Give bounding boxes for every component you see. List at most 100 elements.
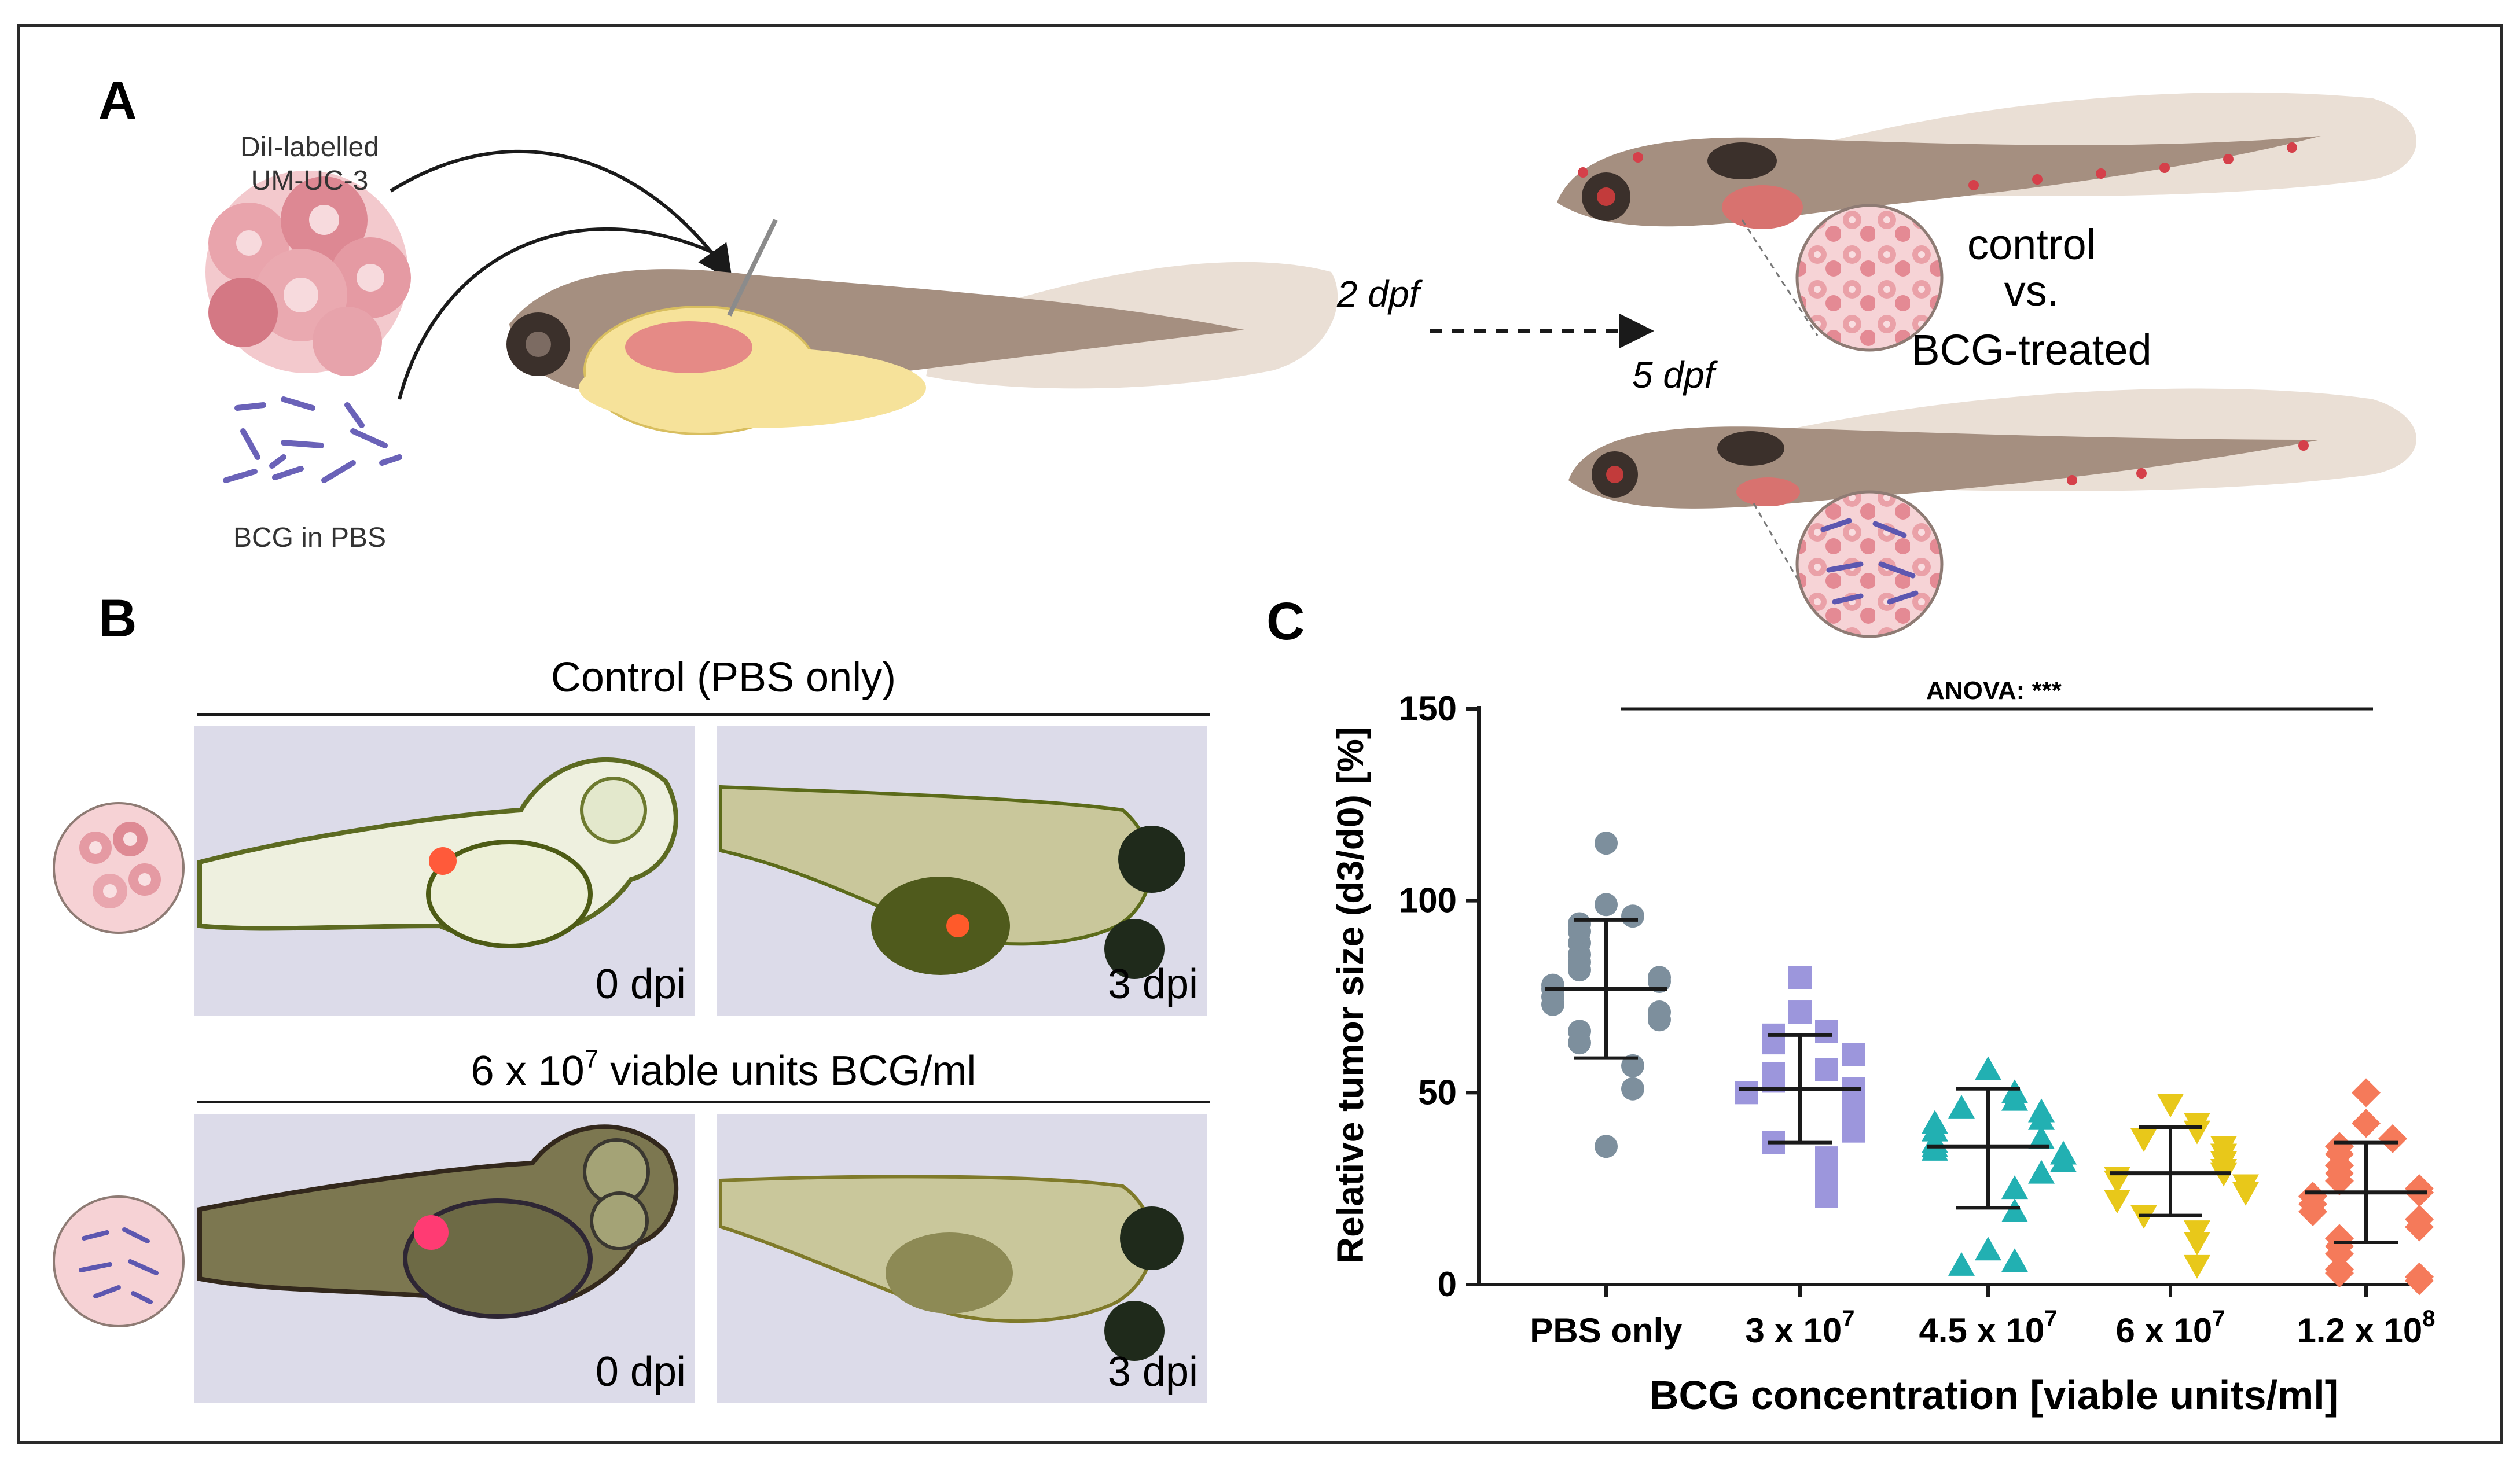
- data-point: [1842, 1119, 1865, 1143]
- data-point: [2028, 1125, 2055, 1149]
- panel-b: B Control (PBS only): [53, 589, 1210, 1403]
- data-point: [1815, 1058, 1838, 1081]
- data-point: [1595, 832, 1618, 855]
- photo4-day-label: 3 dpi: [1108, 1349, 1198, 1395]
- data-point: [2184, 1120, 2210, 1145]
- data-point: [2104, 1190, 2130, 1214]
- data-point: [2378, 1124, 2407, 1153]
- data-point: [2104, 1170, 2130, 1194]
- data-point: [2130, 1128, 2157, 1152]
- data-point: [2001, 1087, 2028, 1111]
- data-point: [1948, 1252, 1975, 1276]
- data-point: [2352, 1078, 2381, 1108]
- data-point: [2352, 1109, 2381, 1138]
- tumor-cell-cluster-icon: [205, 171, 411, 376]
- row2-title: 6 x 107 viable units BCG/ml: [471, 1045, 976, 1094]
- bcg-injection-arrow: [398, 227, 719, 400]
- data-point: [2184, 1254, 2210, 1279]
- data-point: [1568, 1031, 1591, 1055]
- panel-a-label: A: [98, 71, 137, 130]
- data-point: [1815, 1020, 1838, 1043]
- panel-a: A DiI-labelled UM-UC-3: [98, 71, 2416, 638]
- photo-bcg-0dpi: 0 dpi: [194, 1114, 695, 1403]
- data-point: [1735, 1081, 1758, 1105]
- data-point: [1621, 904, 1644, 928]
- photo1-day-label: 0 dpi: [596, 961, 686, 1007]
- data-point: [2184, 1232, 2210, 1256]
- x-tick-label: 1.2 x 108: [2297, 1306, 2435, 1350]
- y-tick-label: 100: [1399, 881, 1457, 920]
- data-point: [1648, 1008, 1671, 1032]
- cell-label-line2: UM-UC-3: [251, 165, 369, 196]
- larva-2dpf-illustration: [506, 219, 1338, 435]
- panel-c-label: C: [1266, 592, 1305, 651]
- data-point: [1842, 1043, 1865, 1066]
- cell-injection-arrow: [390, 149, 733, 281]
- y-tick-label: 0: [1438, 1265, 1457, 1304]
- panel-c: C ANOVA: *** Relative tumor size (d3/d0)…: [1266, 592, 2435, 1418]
- row2-title-prefix: 6 x 10: [471, 1048, 585, 1094]
- data-point: [2298, 1197, 2327, 1226]
- larva-control-5dpf-illustration: [1557, 92, 2416, 352]
- data-point: [1595, 1135, 1618, 1158]
- x-tick-label: 3 x 107: [1745, 1306, 1854, 1350]
- compare-line1: control: [1967, 220, 2096, 268]
- photo2-day-label: 3 dpi: [1108, 961, 1198, 1007]
- data-point: [2157, 1094, 2184, 1118]
- data-point: [2001, 1248, 2028, 1272]
- data-point: [1975, 1237, 2001, 1261]
- y-tick-label: 50: [1418, 1073, 1457, 1112]
- data-point: [1975, 1056, 2001, 1080]
- larva-bcg-5dpf-illustration: [1568, 388, 2416, 638]
- bcg-label: BCG in PBS: [233, 523, 386, 553]
- x-tick-label: 6 x 107: [2115, 1306, 2225, 1350]
- x-tick-label: PBS only: [1530, 1311, 1683, 1350]
- compare-line2: vs.: [2004, 267, 2059, 315]
- row2-title-suffix: viable units BCG/ml: [598, 1048, 976, 1094]
- data-point: [1621, 1054, 1644, 1077]
- data-point: [2325, 1239, 2354, 1268]
- photo3-day-label: 0 dpi: [596, 1349, 686, 1395]
- data-point: [2232, 1182, 2259, 1206]
- y-tick-label: 150: [1399, 689, 1457, 728]
- bcg-tumor-icon: [53, 1195, 185, 1327]
- chart-ylabel: Relative tumor size (d3/d0) [%]: [1329, 727, 1371, 1264]
- data-point: [1922, 1136, 1948, 1161]
- cell-label-line1: DiI-labelled: [240, 132, 379, 163]
- data-point: [1788, 966, 1812, 989]
- photo-control-3dpi: 3 dpi: [717, 726, 1207, 1016]
- data-point: [2405, 1266, 2434, 1296]
- data-point: [1948, 1094, 1975, 1119]
- data-point: [2001, 1198, 2028, 1222]
- chart-marks: [1541, 832, 2434, 1296]
- x-tick-label: 4.5 x 107: [1919, 1306, 2057, 1350]
- control-tumor-icon: [53, 802, 185, 934]
- bcg-bacteria-icon: [223, 396, 402, 483]
- data-point: [2028, 1160, 2055, 1184]
- photo-control-0dpi: 0 dpi: [194, 726, 695, 1016]
- row1-title: Control (PBS only): [551, 654, 896, 701]
- data-point: [2050, 1148, 2077, 1172]
- data-point: [1621, 1077, 1644, 1101]
- chart-xlabel: BCG concentration [viable units/ml]: [1650, 1373, 2338, 1418]
- chart-axes: 0 50 100 150 PBS only 3 x 107 4.5 x 107 6 x 107…: [1399, 689, 2435, 1350]
- photo-bcg-3dpi: 3 dpi: [717, 1114, 1207, 1403]
- data-point: [1541, 992, 1564, 1016]
- data-point: [2325, 1166, 2354, 1195]
- figure-frame: [17, 24, 2503, 1444]
- data-point: [2325, 1259, 2354, 1288]
- data-point: [1595, 893, 1618, 917]
- data-point: [2001, 1175, 2028, 1200]
- compare-line3: BCG-treated: [1911, 326, 2151, 374]
- data-point: [1815, 1184, 1838, 1208]
- row2-title-exp: 7: [585, 1045, 598, 1073]
- data-point: [1568, 958, 1591, 982]
- anova-label: ANOVA: ***: [1926, 676, 2062, 705]
- time-injection-label: 2 dpf: [1336, 273, 1423, 315]
- data-point: [2405, 1212, 2434, 1242]
- data-point: [2028, 1106, 2055, 1130]
- time-endpoint-label: 5 dpf: [1632, 354, 1718, 396]
- data-point: [1788, 1000, 1812, 1024]
